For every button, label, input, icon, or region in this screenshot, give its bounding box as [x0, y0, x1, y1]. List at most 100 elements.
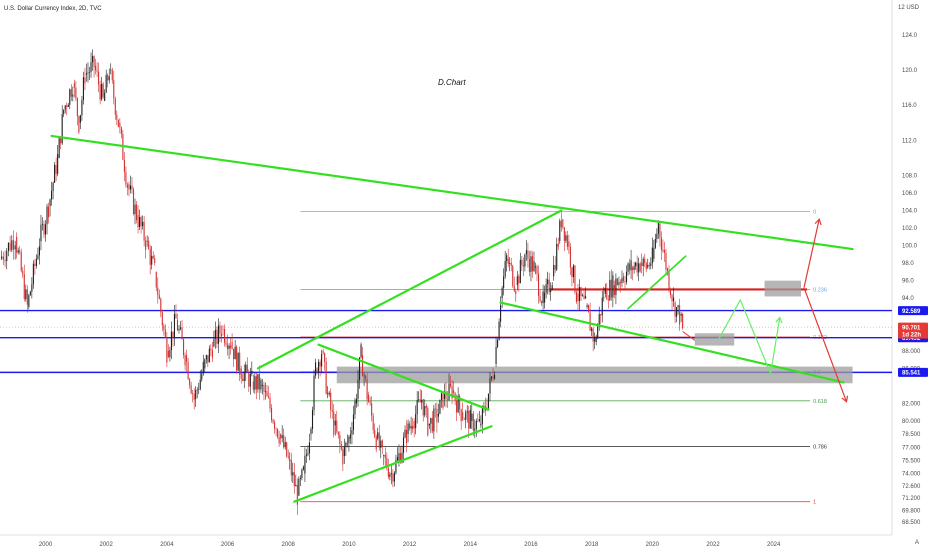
price-bar-body: [192, 393, 194, 394]
price-bar-body: [275, 428, 277, 430]
price-axis-tick: 69.800: [902, 508, 921, 514]
price-bar-body: [654, 238, 656, 248]
price-axis-tick: 100.0: [902, 244, 918, 250]
minor-up-trendline: [627, 255, 687, 310]
price-bar-body: [70, 89, 72, 97]
price-bar-body: [437, 413, 439, 417]
price-bar-body: [313, 375, 315, 410]
support-zones: [336, 280, 853, 384]
price-bar-body: [32, 263, 34, 285]
price-bar-body: [498, 321, 500, 341]
price-bar-body: [346, 442, 348, 444]
price-bar-body: [277, 429, 279, 438]
price-bar-body: [518, 276, 520, 284]
symbol-header: U.S. Dollar Currency Index, 2D, TVC: [4, 6, 102, 12]
time-axis-tick: 2010: [342, 542, 356, 548]
price-bar-body: [653, 247, 655, 259]
time-axis-tick: 2006: [221, 542, 235, 548]
price-bar-body: [135, 204, 138, 220]
price-bar-body: [227, 344, 229, 349]
price-bar-body: [547, 279, 549, 285]
price-bar-body: [624, 281, 626, 283]
price-bar-body: [64, 105, 66, 110]
price-bar-body: [175, 313, 177, 319]
price-bar-body: [536, 266, 538, 274]
price-bar-body: [528, 259, 530, 272]
projected-path-head: [775, 316, 783, 324]
price-bar-body: [515, 290, 517, 294]
price-bar-body: [525, 250, 527, 255]
price-bar-body: [217, 325, 219, 344]
price-axis-unit: 12 USD: [898, 5, 920, 11]
price-axis-tick: 88.000: [902, 349, 921, 355]
price-bar-body: [638, 263, 640, 273]
price-axis-tick: 80.000: [902, 419, 921, 425]
time-axis-tick: 2018: [585, 542, 599, 548]
price-bar-body: [451, 386, 453, 399]
price-bar-body: [245, 364, 247, 372]
price-bar-body: [81, 100, 83, 116]
price-bar-body: [73, 83, 75, 88]
wedge-upper-line: [317, 343, 490, 411]
price-bar-body: [283, 435, 285, 448]
price-bar-body: [434, 408, 436, 410]
price-bar-body: [325, 361, 327, 394]
price-bar-body: [355, 398, 358, 404]
current-price-tag-bg: [898, 329, 928, 339]
price-bar-body: [504, 261, 506, 277]
price-bar-body: [557, 243, 559, 247]
chart-title: D.Chart: [438, 78, 466, 87]
price-axis-tick: 77.000: [902, 445, 921, 451]
price-bar-body: [198, 389, 200, 390]
price-bar-body: [47, 206, 50, 218]
price-bar-body: [254, 376, 256, 390]
price-bar-body: [647, 264, 649, 268]
price-bar-body: [545, 284, 547, 293]
price-bar-body: [407, 423, 409, 435]
price-bar-body: [11, 240, 13, 251]
price-bar-body: [527, 250, 529, 260]
channel-lower-line: [499, 301, 845, 384]
price-bar-body: [225, 342, 227, 345]
price-bar-body: [592, 328, 594, 342]
price-axis-tick: 104.0: [902, 208, 918, 214]
price-bar-body: [278, 437, 280, 444]
price-bar-body: [398, 453, 400, 461]
price-bar-body: [34, 263, 36, 266]
price-bar-body: [598, 314, 600, 327]
price-bar-body: [14, 245, 16, 250]
price-bar-body: [125, 172, 127, 185]
price-bar-body: [639, 263, 641, 272]
price-bar-body: [114, 98, 116, 115]
price-bar-body: [57, 154, 59, 174]
price-bar-body: [389, 474, 391, 477]
price-bar-body: [243, 371, 245, 381]
trend-lines: [50, 134, 854, 503]
price-bar-body: [222, 328, 224, 330]
price-bar-body: [368, 394, 370, 403]
price-bar-body: [550, 289, 552, 293]
price-bar-body: [402, 437, 405, 453]
price-bar-body: [151, 255, 153, 265]
price-bar-body: [613, 285, 615, 295]
price-bar-body: [445, 391, 447, 400]
price-bar-body: [179, 327, 182, 329]
price-bar-body: [588, 305, 590, 313]
time-axis-tick: 2024: [767, 542, 781, 548]
auto-scale-button[interactable]: A: [915, 540, 919, 546]
price-bar-body: [263, 384, 265, 392]
price-bar-body: [419, 399, 421, 403]
price-bar-body: [258, 374, 260, 390]
price-bar-body: [337, 431, 339, 435]
price-bar-body: [342, 449, 344, 465]
price-bar-body: [644, 258, 646, 264]
price-bar-body: [22, 270, 24, 275]
price-axis-tick: 116.0: [902, 103, 917, 109]
price-bar-body: [384, 455, 386, 458]
price-bar-body: [578, 287, 581, 302]
price-bar-body: [101, 83, 103, 100]
price-bar-body: [26, 289, 28, 305]
price-bar-body: [161, 312, 163, 326]
price-bar-body: [506, 255, 508, 262]
